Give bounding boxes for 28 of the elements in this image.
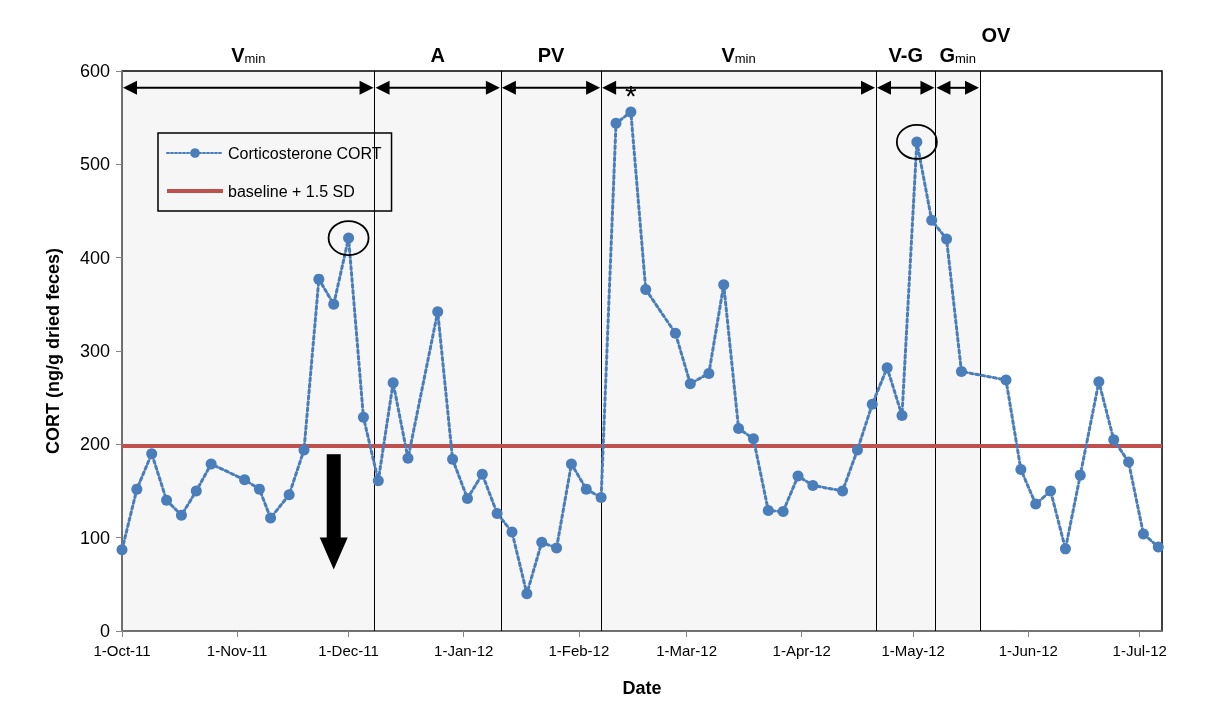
x-tick-label: 1-Dec-11: [318, 642, 379, 659]
y-tick-label: 0: [99, 621, 110, 641]
band-label: Gmin: [939, 43, 976, 66]
x-tick-label: 1-Jun-12: [998, 642, 1058, 659]
x-axis-title: Date: [622, 678, 662, 698]
y-tick-label: 500: [79, 154, 110, 175]
y-tick-label: 400: [79, 247, 110, 268]
y-tick-label: 600: [79, 61, 110, 81]
x-tick-label: 1-May-12: [881, 642, 945, 659]
x-tick-label: 1-Jan-12: [434, 642, 494, 659]
x-tick-label: 1-Mar-12: [656, 642, 717, 659]
y-axis-title: CORT (ng/g dried feces): [43, 247, 63, 455]
band-label: Vmin: [721, 43, 756, 66]
x-tick-label: 1-Oct-11: [93, 642, 151, 659]
band-label: PV: [537, 44, 565, 66]
x-tick-label: 1-Jul-12: [1112, 642, 1167, 659]
band-label: Vmin: [231, 43, 266, 66]
annotation: *: [625, 78, 638, 112]
legend-label: baseline + 1.5 SD: [228, 182, 355, 200]
x-tick-label: 1-Nov-11: [206, 642, 268, 659]
x-tick-label: 1-Feb-12: [548, 642, 610, 659]
y-tick-label: 100: [79, 527, 110, 548]
y-tick-label: 300: [79, 341, 110, 361]
band-label: V-G: [888, 44, 923, 66]
band-label: A: [430, 44, 445, 66]
ref-line-label: OV: [981, 24, 1012, 46]
x-tick-label: 1-Apr-12: [772, 642, 831, 659]
y-tick-label: 200: [79, 434, 110, 455]
